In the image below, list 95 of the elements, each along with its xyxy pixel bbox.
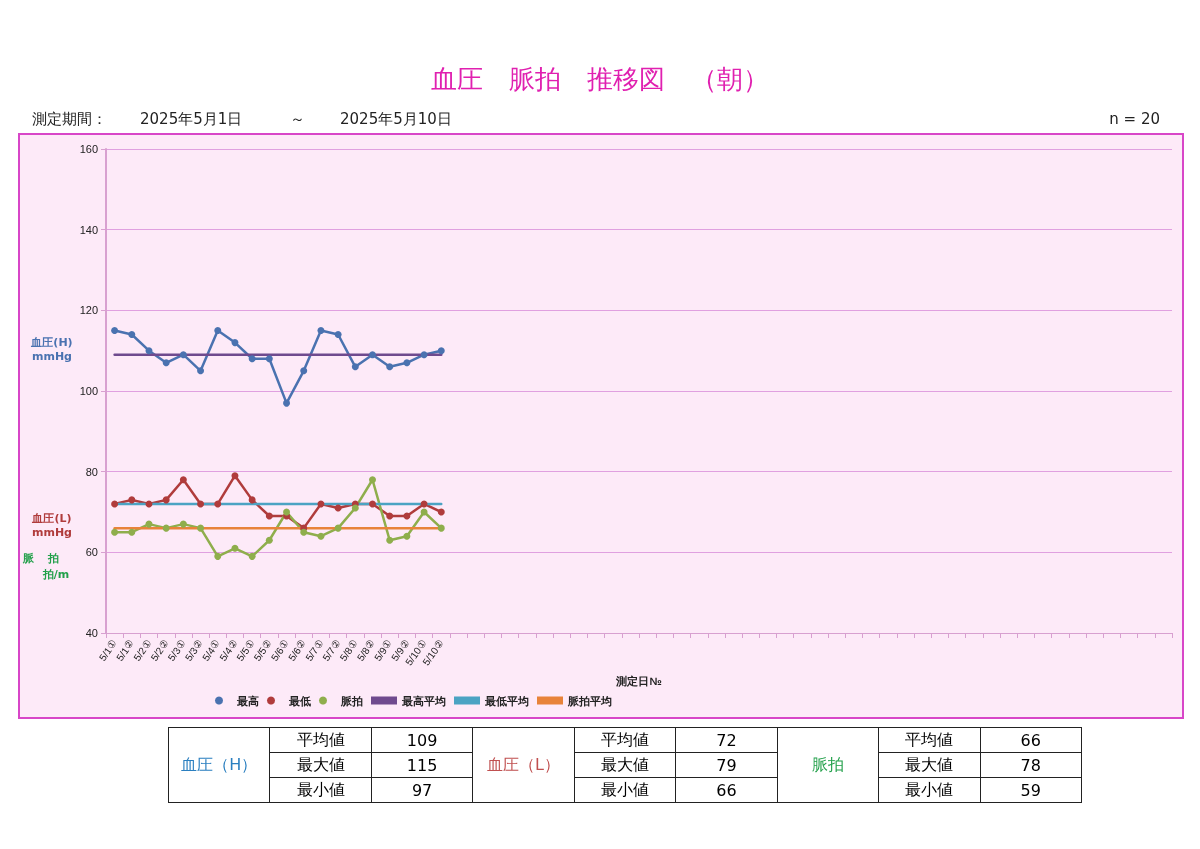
text: 平均値: [269, 727, 372, 753]
legend-label: 最高: [236, 694, 259, 707]
point: [162, 496, 170, 504]
point: [369, 500, 376, 508]
text: 最大値: [269, 752, 372, 778]
point: [111, 528, 119, 536]
point: [179, 351, 187, 359]
point: [437, 347, 445, 355]
point: [128, 528, 136, 536]
legend-label: 最高平均: [401, 694, 446, 707]
point: [214, 500, 222, 508]
text: 拍/m: [41, 567, 71, 582]
point: [248, 496, 256, 504]
legend-label: 脈拍: [340, 694, 363, 707]
text: 最小値: [574, 777, 676, 803]
text: 97: [371, 777, 473, 803]
point: [265, 512, 273, 520]
point: [162, 524, 170, 532]
point: [265, 355, 273, 363]
text: 109: [371, 727, 473, 753]
text: 最大値: [574, 752, 676, 778]
text: 最大値: [878, 752, 980, 778]
point: [420, 351, 428, 359]
chart-title: 血圧 脈拍 推移図 （朝）: [430, 63, 770, 96]
point: [386, 536, 394, 544]
point: [111, 327, 119, 334]
text: 59: [980, 777, 1082, 803]
text: ～: [290, 110, 305, 129]
text: 79: [675, 752, 778, 778]
y-tick-label: 80: [85, 465, 98, 478]
text: 72: [675, 727, 778, 753]
point: [197, 500, 205, 508]
point: [197, 367, 205, 375]
text: 血圧(H) mmHg: [30, 335, 74, 363]
point: [334, 331, 342, 339]
point: [128, 496, 136, 504]
text: 平均値: [878, 727, 980, 753]
point: [283, 508, 291, 516]
text: 66: [675, 777, 778, 803]
y-tick-label: 160: [79, 143, 98, 155]
point: [351, 504, 359, 512]
point: [369, 476, 376, 484]
text: 脈拍: [22, 551, 74, 566]
text: 血圧（H）: [168, 727, 270, 803]
point: [351, 363, 359, 371]
legend-label: 脈拍平均: [567, 694, 612, 707]
text: 最小値: [878, 777, 980, 803]
point: [300, 528, 308, 536]
legend-label: 最低平均: [484, 694, 529, 707]
point: [248, 355, 256, 363]
point: [403, 532, 411, 540]
point: [179, 476, 187, 484]
point: [265, 536, 273, 544]
point: [128, 331, 136, 339]
text: 血圧（L）: [472, 727, 575, 803]
point: [369, 351, 376, 359]
point: [214, 552, 222, 560]
point: [317, 532, 325, 540]
text: 平均値: [574, 727, 676, 753]
text: n = 20: [1109, 110, 1160, 128]
y-tick-label: 40: [85, 627, 98, 639]
point: [231, 472, 239, 480]
point: [386, 363, 394, 371]
text: 115: [371, 752, 473, 778]
point: [386, 512, 394, 520]
point: [403, 359, 411, 367]
point: [334, 524, 342, 532]
text: 2025年5月1日: [140, 110, 243, 129]
point: [437, 524, 445, 532]
point: [231, 544, 239, 552]
text: 最小値: [269, 777, 372, 803]
x-axis-title: 測定日№: [615, 674, 662, 687]
y-tick-label: 60: [85, 546, 98, 559]
legend-label: 最低: [288, 694, 311, 707]
point: [214, 327, 222, 334]
text: 78: [980, 752, 1082, 778]
text: 66: [980, 727, 1082, 753]
point: [437, 508, 445, 516]
point: [111, 500, 119, 508]
point: [231, 339, 239, 347]
y-tick-label: 120: [79, 304, 98, 317]
point: [162, 359, 170, 367]
point: [248, 552, 256, 560]
text: 血圧(L) mmHg: [31, 511, 73, 539]
point: [145, 347, 153, 355]
text: 2025年5月10日: [340, 110, 452, 129]
point: [300, 367, 308, 375]
text: 脈拍: [777, 727, 879, 803]
text: 測定期間：: [32, 110, 107, 129]
point: [283, 399, 291, 407]
y-tick-label: 140: [79, 223, 98, 236]
point: [179, 520, 187, 528]
point: [317, 327, 325, 334]
point: [197, 524, 205, 532]
y-tick-label: 100: [79, 385, 98, 397]
